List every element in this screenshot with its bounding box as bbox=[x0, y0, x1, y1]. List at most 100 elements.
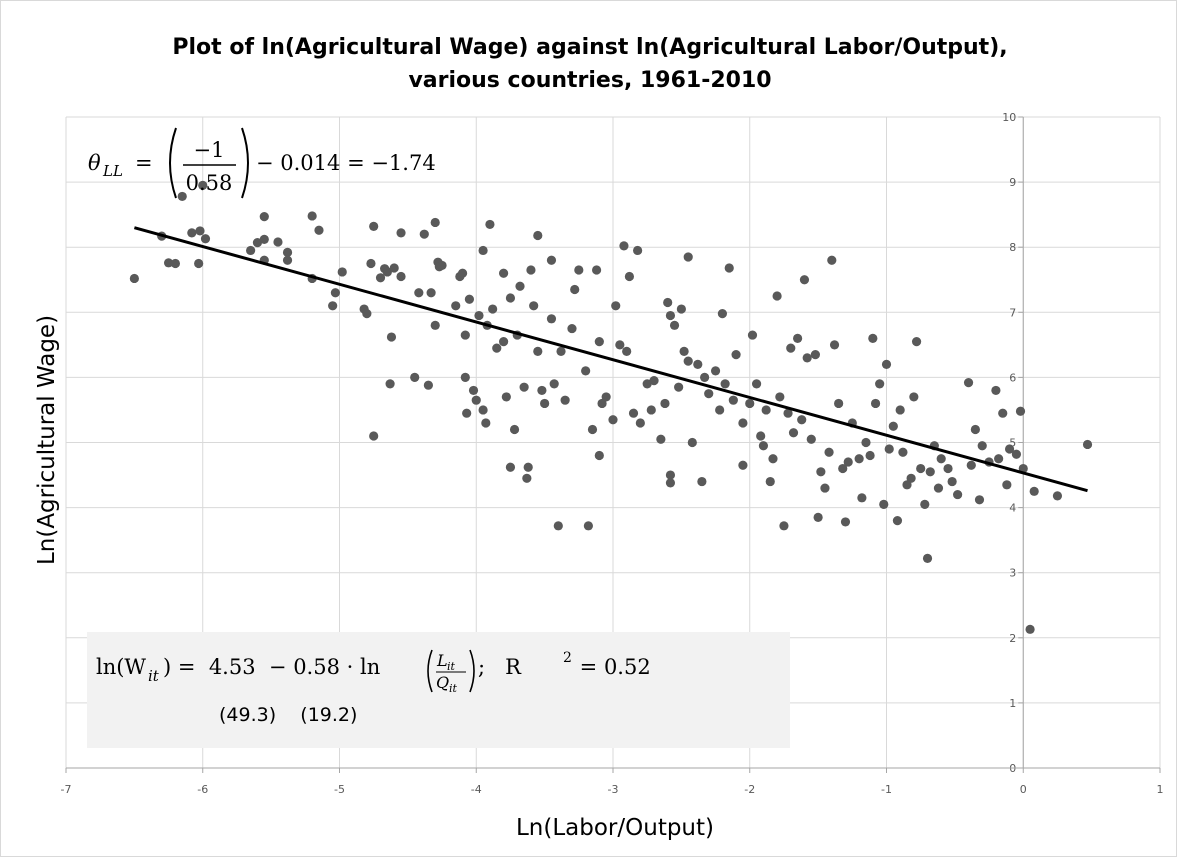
point bbox=[594, 450, 604, 461]
chart-title: various countries, 1961-2010 bbox=[408, 68, 771, 93]
y-axis-title: Ln(Agricultural Wage) bbox=[34, 315, 60, 565]
point bbox=[529, 301, 539, 311]
point bbox=[656, 434, 666, 444]
point bbox=[911, 336, 922, 347]
point bbox=[888, 421, 898, 431]
point bbox=[813, 512, 823, 522]
y-tick-label: 2 bbox=[1009, 632, 1016, 645]
point bbox=[857, 493, 867, 503]
point bbox=[840, 517, 851, 527]
point bbox=[728, 395, 738, 405]
point bbox=[879, 499, 889, 509]
point bbox=[282, 255, 293, 265]
point bbox=[464, 294, 475, 304]
point bbox=[556, 346, 566, 356]
point bbox=[396, 228, 406, 238]
point bbox=[820, 483, 830, 493]
y-tick-label: 3 bbox=[1009, 567, 1016, 580]
point bbox=[375, 273, 386, 283]
chart-title: Plot of ln(Agricultural Wage) against ln… bbox=[172, 35, 1007, 60]
point bbox=[522, 473, 532, 483]
point bbox=[679, 346, 689, 356]
point bbox=[622, 346, 632, 356]
point bbox=[974, 495, 985, 505]
point bbox=[419, 229, 429, 239]
point bbox=[786, 343, 796, 353]
point bbox=[977, 441, 987, 451]
point bbox=[953, 489, 963, 500]
point bbox=[1052, 491, 1063, 501]
annotation-text: 2 bbox=[563, 650, 572, 666]
point bbox=[198, 180, 208, 190]
point bbox=[881, 359, 892, 369]
point bbox=[665, 310, 676, 321]
point bbox=[875, 379, 885, 389]
point bbox=[369, 431, 379, 441]
point bbox=[252, 238, 263, 248]
paren bbox=[169, 127, 177, 199]
point bbox=[314, 225, 324, 235]
point bbox=[246, 245, 256, 256]
point bbox=[649, 376, 659, 386]
point bbox=[895, 405, 905, 415]
point bbox=[669, 320, 680, 330]
point bbox=[775, 392, 785, 402]
point bbox=[611, 301, 621, 311]
point bbox=[546, 314, 557, 324]
point bbox=[574, 265, 584, 275]
point bbox=[437, 260, 447, 271]
point bbox=[715, 405, 725, 415]
point bbox=[693, 359, 703, 369]
x-tick-label: 0 bbox=[1020, 783, 1027, 796]
point bbox=[683, 356, 693, 366]
point bbox=[474, 310, 484, 321]
point bbox=[273, 237, 283, 247]
annotation-text: (49.3) (19.2) bbox=[219, 704, 357, 726]
point bbox=[925, 467, 935, 477]
point bbox=[779, 521, 789, 531]
point bbox=[1011, 449, 1022, 459]
point bbox=[943, 463, 953, 474]
point bbox=[633, 245, 643, 256]
point bbox=[187, 228, 197, 238]
point bbox=[865, 450, 875, 461]
point bbox=[861, 437, 871, 448]
annotation-text: θ bbox=[88, 151, 101, 175]
y-tick-label: 4 bbox=[1009, 502, 1016, 515]
point bbox=[806, 434, 816, 444]
y-tick-label: 10 bbox=[1002, 111, 1016, 124]
point bbox=[509, 424, 520, 435]
annotation-text: LL bbox=[102, 162, 123, 180]
point bbox=[793, 333, 803, 343]
point bbox=[765, 476, 775, 487]
point bbox=[553, 521, 563, 531]
point bbox=[1082, 439, 1093, 450]
point bbox=[259, 212, 269, 222]
annotation-text: = 0.52 bbox=[573, 655, 651, 679]
y-tick-label: 1 bbox=[1009, 697, 1016, 710]
point bbox=[868, 333, 878, 343]
point bbox=[646, 405, 656, 415]
point bbox=[717, 309, 728, 319]
point bbox=[615, 340, 625, 350]
point bbox=[560, 395, 570, 405]
point bbox=[570, 284, 580, 295]
y-tick-label: 6 bbox=[1009, 371, 1016, 384]
point bbox=[829, 340, 840, 350]
point bbox=[129, 273, 139, 284]
point bbox=[738, 460, 748, 470]
point bbox=[674, 382, 684, 392]
point bbox=[624, 271, 635, 282]
point bbox=[163, 258, 174, 268]
annotation-text: −1 bbox=[194, 138, 225, 162]
point bbox=[457, 268, 468, 278]
point bbox=[581, 366, 591, 376]
point bbox=[687, 437, 697, 448]
point bbox=[601, 392, 611, 402]
point bbox=[523, 462, 533, 472]
x-tick-label: -3 bbox=[608, 783, 619, 796]
point bbox=[478, 245, 488, 256]
x-tick-label: 1 bbox=[1157, 783, 1164, 796]
y-tick-label: 7 bbox=[1009, 306, 1016, 319]
